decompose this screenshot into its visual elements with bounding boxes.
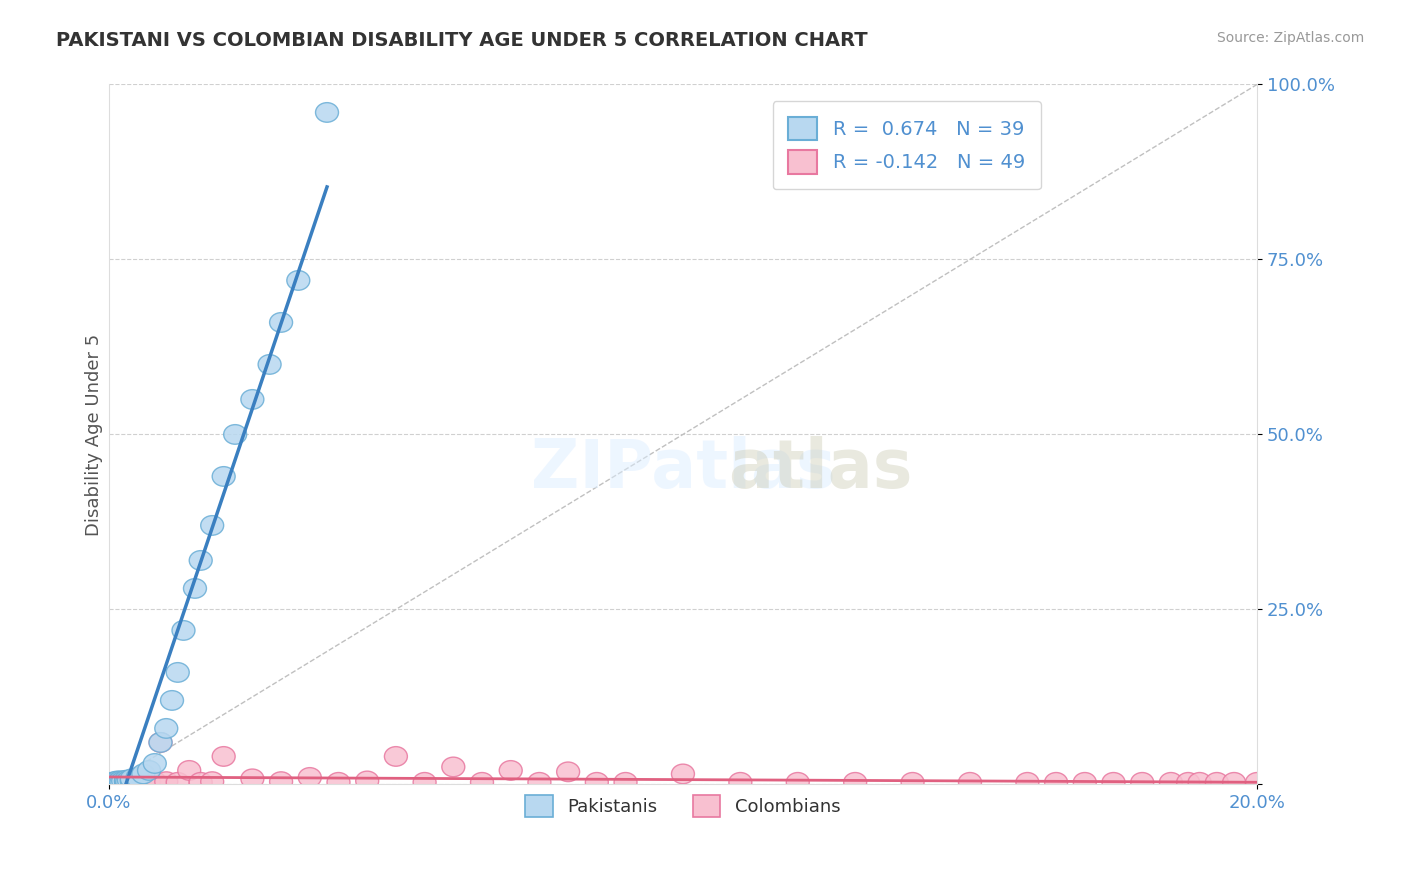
Text: ZIPatlas: ZIPatlas	[530, 436, 835, 502]
Y-axis label: Disability Age Under 5: Disability Age Under 5	[86, 334, 103, 535]
Text: Source: ZipAtlas.com: Source: ZipAtlas.com	[1216, 31, 1364, 45]
Text: atlas: atlas	[728, 436, 912, 502]
Legend: Pakistanis, Colombians: Pakistanis, Colombians	[519, 788, 848, 824]
Text: PAKISTANI VS COLOMBIAN DISABILITY AGE UNDER 5 CORRELATION CHART: PAKISTANI VS COLOMBIAN DISABILITY AGE UN…	[56, 31, 868, 50]
